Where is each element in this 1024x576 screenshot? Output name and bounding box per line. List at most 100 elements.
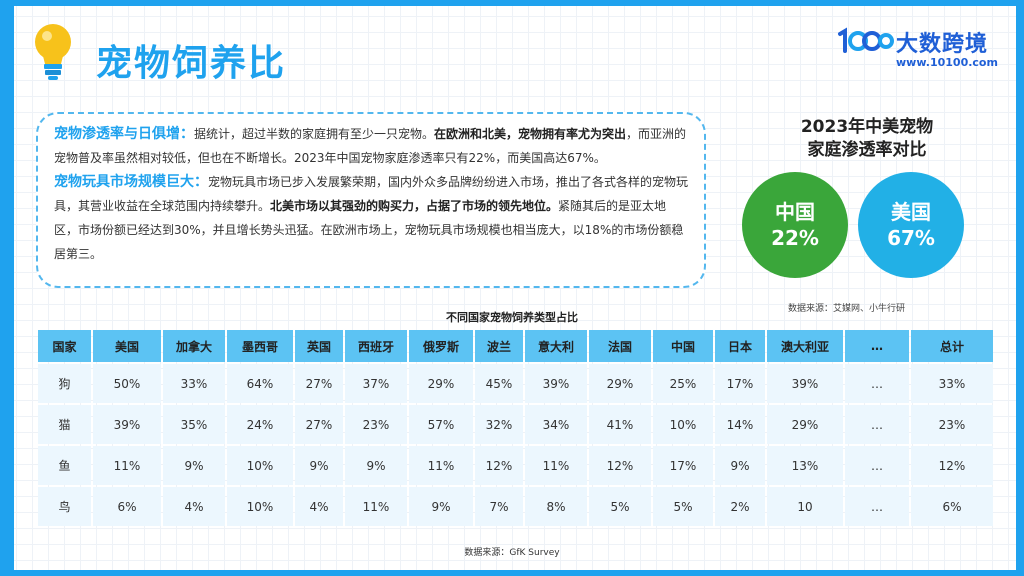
table-header-cell: 总计 [911, 330, 993, 362]
table-cell: … [845, 487, 909, 526]
table-header-cell: … [845, 330, 909, 362]
table-header-cell: 波兰 [475, 330, 523, 362]
10100-logo-icon [838, 27, 894, 53]
table-cell: 41% [589, 405, 651, 444]
row-label-cell: 鱼 [38, 446, 91, 485]
table-cell: 29% [589, 364, 651, 403]
table-header-cell: 意大利 [525, 330, 587, 362]
table-source: 数据来源：GfK Survey [464, 548, 560, 558]
table-cell: 64% [227, 364, 293, 403]
table-row: 鱼 11% 9% 10% 9% 9% 11% 12% 11% 12% 17% 9% 13%… 12% [38, 446, 993, 485]
logo-url: www.10100.com [896, 56, 998, 69]
table-header-cell: 国家 [38, 330, 91, 362]
table-cell: 24% [227, 405, 293, 444]
table-cell: … [845, 446, 909, 485]
table-cell: 45% [475, 364, 523, 403]
frame-top-bar [14, 0, 1024, 6]
table-cell: 23% [345, 405, 407, 444]
china-rate-circle: 中国 22% [742, 172, 848, 278]
comparison-title: 2023年中美宠物 家庭渗透率对比 [742, 116, 992, 162]
usa-label: 美国 [891, 200, 931, 224]
paragraph-text: 紧随其后的是亚太地区，市场份额已经达到30%，并且增长势头迅猛。在欧洲市场上，宠… [54, 199, 684, 261]
table-cell: 10% [227, 446, 293, 485]
paragraph-emphasis: 在欧洲和北美，宠物拥有率尤为突出 [434, 127, 627, 141]
table-cell: 23% [911, 405, 993, 444]
table-header-cell: 法国 [589, 330, 651, 362]
table-cell: 13% [767, 446, 843, 485]
paragraph-emphasis: 北美市场以其强劲的购买力，占据了市场的领先地位。 [270, 199, 559, 213]
table-cell: 17% [653, 446, 713, 485]
table-cell: 10% [653, 405, 713, 444]
table-row: 狗 50% 33% 64% 27% 37% 29% 45% 39% 29% 25% 17% 39%… 33… [38, 364, 993, 403]
comparison-title-line: 家庭渗透率对比 [807, 140, 927, 160]
table-cell: 27% [295, 405, 343, 444]
table-cell: 8% [525, 487, 587, 526]
paragraph-toy-market: 宠物玩具市场规模巨大：宠物玩具市场已步入发展繁荣期，国内外众多品牌纷纷进入市场，… [54, 170, 690, 266]
china-value: 22% [771, 226, 819, 250]
brand-logo: 大数跨境 www.10100.com [836, 24, 1006, 70]
table-cell: 14% [715, 405, 765, 444]
table-cell: 11% [525, 446, 587, 485]
table-cell: 39% [525, 364, 587, 403]
table-cell: 12% [475, 446, 523, 485]
table-cell: 37% [345, 364, 407, 403]
table-cell: 50% [93, 364, 161, 403]
frame-right-bar [1016, 0, 1024, 576]
table-cell: 5% [589, 487, 651, 526]
paragraph-text: 据统计，超过半数的家庭拥有至少一只宠物。 [194, 127, 435, 141]
table-cell: 9% [345, 446, 407, 485]
table-cell: 9% [163, 446, 225, 485]
frame-left-bar [0, 0, 14, 576]
lightbulb-icon [35, 24, 71, 80]
table-header-cell: 美国 [93, 330, 161, 362]
table-title: 不同国家宠物饲养类型占比 [446, 311, 578, 324]
table-cell: 4% [163, 487, 225, 526]
table-header-cell: 英国 [295, 330, 343, 362]
table-cell: 6% [911, 487, 993, 526]
table-cell: 12% [589, 446, 651, 485]
table-cell: 11% [93, 446, 161, 485]
table-header-cell: 墨西哥 [227, 330, 293, 362]
table-cell: 11% [409, 446, 473, 485]
table-header-cell: 俄罗斯 [409, 330, 473, 362]
table-cell: 32% [475, 405, 523, 444]
table-row: 猫 39% 35% 24% 27% 23% 57% 32% 34% 41% 10% 14% 29%… 23… [38, 405, 993, 444]
table-cell: 5% [653, 487, 713, 526]
table-cell: … [845, 364, 909, 403]
table-cell: 33% [163, 364, 225, 403]
table-header-cell: 中国 [653, 330, 713, 362]
table-cell: 7% [475, 487, 523, 526]
table-cell: 12% [911, 446, 993, 485]
paragraph-heading: 宠物玩具市场规模巨大： [54, 174, 208, 190]
pet-type-table: 国家 美国 加拿大 墨西哥 英国 西班牙 俄罗斯 波兰 意大利 法国 中国 日本 澳大利亚… 总计 狗 50… [36, 328, 995, 528]
table-header-cell: 日本 [715, 330, 765, 362]
table-cell: 33% [911, 364, 993, 403]
table-cell: 57% [409, 405, 473, 444]
table-row: 鸟 6% 4% 10% 4% 11% 9% 7% 8% 5% 5% 2% 10… 6% [38, 487, 993, 526]
table-cell: 6% [93, 487, 161, 526]
table-cell: 2% [715, 487, 765, 526]
table-cell: 39% [93, 405, 161, 444]
paragraph-heading: 宠物渗透率与日俱增： [54, 126, 194, 142]
table-cell: 17% [715, 364, 765, 403]
table-cell: … [845, 405, 909, 444]
table-body: 狗 50% 33% 64% 27% 37% 29% 45% 39% 29% 25% 17% 39%… 33… [38, 364, 993, 526]
row-label-cell: 鸟 [38, 487, 91, 526]
logo-name: 大数跨境 [896, 32, 989, 57]
table-cell: 25% [653, 364, 713, 403]
table-cell: 39% [767, 364, 843, 403]
table-header-cell: 澳大利亚 [767, 330, 843, 362]
paragraph-penetration: 宠物渗透率与日俱增：据统计，超过半数的家庭拥有至少一只宠物。在欧洲和北美，宠物拥… [54, 122, 690, 170]
usa-rate-circle: 美国 67% [858, 172, 964, 278]
table-cell: 11% [345, 487, 407, 526]
comparison-source: 数据来源：艾媒网、小牛行研 [788, 304, 906, 314]
table-cell: 29% [767, 405, 843, 444]
table-cell: 35% [163, 405, 225, 444]
paragraph-text: 宠物玩具市场已步入发展繁荣期，国内外众多品牌纷纷进入市场，推出了各式各样的宠物玩… [54, 175, 689, 213]
page-title: 宠物饲养比 [96, 43, 287, 84]
table-cell: 34% [525, 405, 587, 444]
table-cell: 9% [409, 487, 473, 526]
paragraph-text: ，而亚洲的宠物普及率虽然相对较低，但也在不断增长。2023年中国宠物家庭渗透率只… [54, 127, 687, 165]
row-label-cell: 猫 [38, 405, 91, 444]
china-label: 中国 [775, 200, 815, 224]
